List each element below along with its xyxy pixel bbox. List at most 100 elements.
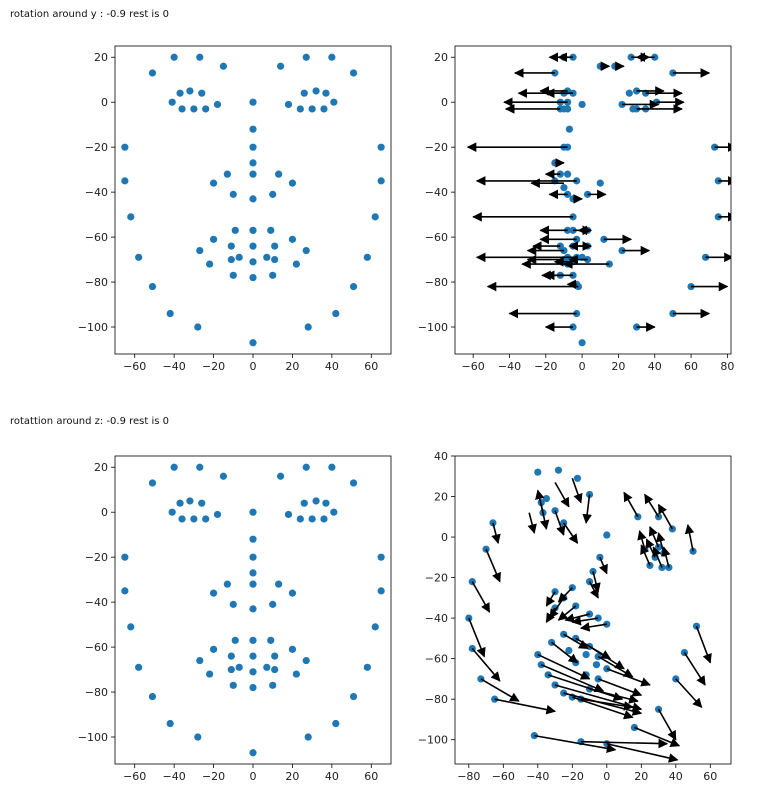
data-point bbox=[229, 190, 237, 198]
y-tick-label: 20 bbox=[94, 51, 108, 64]
quiver-arrow bbox=[580, 698, 634, 711]
quiver-arrow bbox=[661, 546, 671, 568]
y-tick-label: 20 bbox=[434, 491, 448, 504]
y-tick-label: −80 bbox=[85, 686, 108, 699]
data-point bbox=[249, 508, 257, 516]
data-point bbox=[277, 62, 285, 70]
y-tick-label: 0 bbox=[441, 531, 448, 544]
y-tick-label: −80 bbox=[85, 276, 108, 289]
data-point bbox=[170, 53, 178, 61]
data-point bbox=[249, 683, 257, 692]
data-point bbox=[206, 260, 214, 268]
data-point bbox=[284, 510, 293, 519]
data-point bbox=[249, 258, 257, 266]
data-point bbox=[227, 242, 235, 250]
data-point bbox=[551, 588, 559, 596]
quiver-arrow bbox=[535, 489, 545, 513]
x-tick-label: 60 bbox=[684, 360, 698, 373]
data-point bbox=[603, 531, 611, 539]
data-point bbox=[249, 636, 257, 644]
x-tick-label: 60 bbox=[703, 770, 717, 783]
data-point bbox=[135, 663, 143, 671]
quiver-arrow bbox=[575, 637, 612, 660]
data-point bbox=[271, 665, 279, 674]
quiver-arrow bbox=[580, 738, 669, 749]
data-point bbox=[565, 125, 573, 133]
data-point bbox=[363, 253, 371, 261]
data-point bbox=[194, 733, 202, 741]
x-tick-label: 0 bbox=[250, 360, 257, 373]
y-tick-label: −100 bbox=[418, 321, 448, 334]
data-point bbox=[170, 463, 178, 471]
data-point bbox=[371, 213, 379, 221]
data-point bbox=[198, 499, 206, 507]
data-point bbox=[330, 98, 338, 106]
data-point bbox=[320, 515, 328, 523]
quiver-arrow bbox=[527, 512, 537, 534]
data-point bbox=[328, 53, 336, 61]
data-point bbox=[569, 53, 577, 61]
axes-frame bbox=[454, 455, 732, 765]
quiver-arrow bbox=[571, 616, 599, 626]
quiver-arrow bbox=[656, 532, 666, 554]
quiver-arrow bbox=[648, 526, 660, 548]
data-point bbox=[202, 515, 210, 523]
data-point bbox=[371, 623, 379, 631]
data-point bbox=[206, 670, 214, 678]
data-point bbox=[300, 89, 308, 97]
data-point bbox=[304, 323, 312, 331]
quiver-arrow bbox=[589, 688, 639, 704]
data-point bbox=[271, 255, 279, 264]
data-point bbox=[312, 497, 320, 505]
top-caption: rotation around y : -0.9 rest is 0 bbox=[10, 9, 169, 20]
x-tick-label: −20 bbox=[534, 360, 557, 373]
data-point bbox=[300, 499, 308, 507]
data-point bbox=[304, 733, 312, 741]
data-point bbox=[209, 589, 218, 597]
data-point bbox=[249, 749, 257, 757]
data-point bbox=[594, 614, 602, 622]
data-point bbox=[209, 645, 218, 653]
data-point bbox=[249, 195, 257, 203]
x-tick-label: −60 bbox=[492, 770, 515, 783]
data-point bbox=[229, 271, 237, 279]
data-point bbox=[312, 87, 320, 95]
data-point bbox=[249, 668, 257, 676]
data-point bbox=[625, 89, 633, 97]
data-point bbox=[213, 100, 222, 109]
data-point bbox=[654, 513, 663, 521]
data-point bbox=[148, 69, 157, 77]
data-point bbox=[288, 179, 297, 187]
data-point bbox=[196, 656, 204, 665]
subplot-3: −60 −40 −20 0 20 40 60 20 0 −20 −40 −60 −80 −100 bbox=[78, 455, 392, 783]
x-tick-label: 0 bbox=[579, 360, 586, 373]
x-tick-label: −40 bbox=[163, 770, 186, 783]
data-point bbox=[249, 242, 257, 250]
data-point bbox=[135, 253, 143, 261]
y-tick-label: −60 bbox=[425, 653, 448, 666]
x-tick-label: 60 bbox=[364, 360, 378, 373]
plot-area bbox=[121, 463, 385, 757]
y-tick-label: −20 bbox=[85, 551, 108, 564]
data-point bbox=[166, 719, 174, 728]
data-point bbox=[308, 515, 316, 523]
data-point bbox=[288, 235, 297, 243]
data-point bbox=[308, 105, 316, 113]
data-point bbox=[569, 89, 577, 97]
data-point bbox=[592, 661, 601, 669]
quiver-arrow bbox=[547, 674, 624, 702]
data-point bbox=[603, 620, 611, 628]
data-point bbox=[569, 323, 577, 331]
data-point bbox=[560, 184, 568, 192]
quiver-arrow bbox=[597, 655, 634, 678]
data-point bbox=[263, 663, 271, 671]
y-tick-label: −80 bbox=[425, 693, 448, 706]
data-point bbox=[349, 692, 358, 701]
data-point bbox=[596, 179, 604, 187]
quiver-arrow bbox=[537, 653, 591, 680]
data-point bbox=[363, 663, 371, 671]
quiver-arrow bbox=[652, 546, 663, 568]
x-tick-label: 40 bbox=[648, 360, 662, 373]
data-point bbox=[176, 499, 184, 507]
data-point bbox=[330, 508, 338, 516]
